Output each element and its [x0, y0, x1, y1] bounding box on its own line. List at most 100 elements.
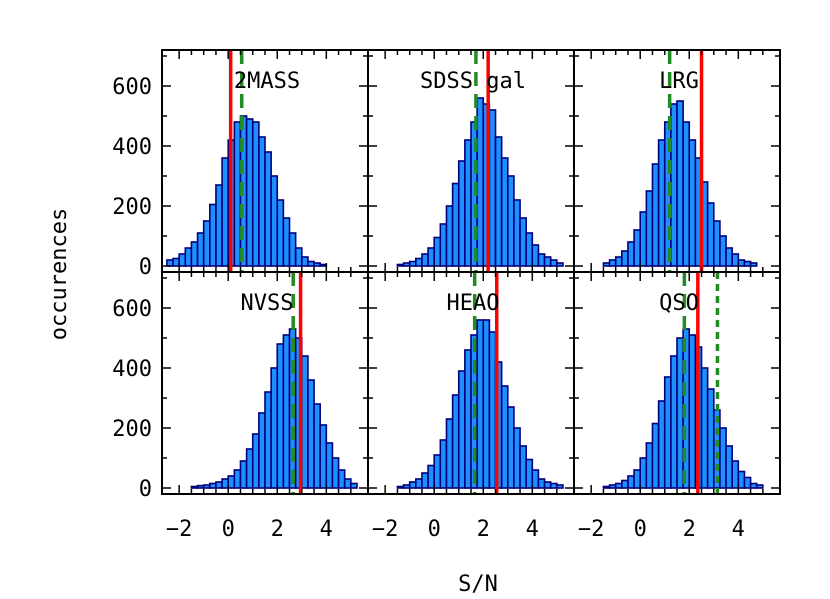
histogram-bar [196, 232, 205, 267]
histogram-bar [682, 121, 691, 267]
x-tick-label: 2 [271, 517, 284, 542]
histogram-bar [670, 355, 678, 489]
histogram-bar [396, 485, 405, 489]
y-tick-label: 600 [112, 297, 152, 322]
y-tick-label: 200 [112, 417, 152, 442]
panel-qso [602, 272, 764, 494]
y-tick-label: 600 [112, 75, 152, 100]
histogram-bar [445, 205, 454, 267]
histogram-bar [350, 482, 358, 489]
histogram-bar [245, 448, 254, 489]
panel-nvss [190, 272, 358, 494]
histogram-bar [276, 343, 285, 489]
histogram-bar [531, 244, 540, 267]
histogram-bar [731, 253, 740, 267]
histogram-bar [276, 199, 285, 267]
histogram-bar [743, 260, 752, 267]
histogram-bar [451, 394, 460, 489]
histogram-bar [427, 464, 436, 489]
histogram-bar [621, 479, 629, 489]
x-tick-label: −2 [166, 517, 193, 542]
histogram-bar [402, 484, 411, 489]
histogram-bar [543, 481, 552, 489]
histogram-bar [663, 376, 672, 489]
histogram-bar [202, 484, 211, 489]
histogram-bar [513, 427, 521, 489]
histogram-bar [331, 457, 340, 489]
histogram-bar [233, 121, 242, 267]
histogram-bar [500, 385, 509, 489]
histogram-bar [506, 406, 515, 489]
histogram-bar [743, 476, 752, 489]
histogram-bar [614, 482, 623, 489]
x-tick-label: 4 [320, 517, 333, 542]
histogram-bar [258, 412, 266, 489]
panels-layer [166, 50, 764, 494]
panel-title: NVSS [241, 291, 294, 316]
x-tick-label: 4 [732, 517, 745, 542]
histogram-bar [209, 203, 217, 267]
histogram-bar [488, 331, 497, 489]
x-tick-label: 4 [526, 517, 539, 542]
histogram-bar [706, 388, 715, 489]
histogram-bar [633, 469, 642, 489]
histogram-bar [506, 175, 515, 267]
histogram-bar [215, 184, 223, 267]
histogram-bar [688, 139, 697, 267]
histogram-bar [476, 97, 485, 267]
histogram-bar [251, 121, 260, 267]
histogram-bar [725, 445, 733, 489]
y-tick-label: 0 [139, 477, 152, 502]
histogram-bar [645, 190, 654, 267]
histogram-bar [221, 157, 230, 267]
histogram-bar [172, 257, 180, 267]
x-tick-label: 2 [477, 517, 490, 542]
panel-2mass [166, 50, 328, 272]
histogram-bar [337, 469, 346, 489]
histogram-bar [184, 247, 193, 267]
histogram-bar [602, 262, 611, 267]
histogram-bar [408, 481, 417, 489]
histogram-bar [627, 475, 635, 489]
histogram-bar [614, 256, 623, 267]
histogram-bar [755, 484, 764, 489]
histogram-bar [343, 478, 352, 489]
histogram-bar [282, 217, 291, 267]
histogram-bar [543, 256, 552, 267]
histogram-bar [602, 485, 611, 489]
histogram-bar [233, 469, 242, 489]
histogram-bar [749, 262, 758, 267]
y-tick-label: 400 [112, 135, 152, 160]
histogram-bar [737, 470, 746, 489]
histogram-bar [519, 445, 527, 489]
histogram-bar [313, 403, 321, 489]
panel-title: HEAO [447, 291, 500, 316]
histogram-bar [239, 460, 248, 489]
histogram-bar [178, 253, 187, 267]
histogram-bar [433, 236, 442, 267]
x-tick-label: 2 [683, 517, 696, 542]
histogram-bar [319, 263, 328, 267]
histogram-bar [245, 118, 254, 267]
histogram-bar [525, 458, 534, 489]
panel-title: SDSS gal [420, 69, 526, 94]
histogram-bar [608, 484, 617, 489]
histogram-bar [549, 482, 558, 489]
histogram-bar [300, 256, 309, 267]
histogram-bar [712, 220, 721, 267]
histogram-bar [556, 484, 564, 489]
panel-title: LRG [659, 69, 699, 94]
histogram-bar [264, 151, 272, 267]
panel-sdss-gal [396, 50, 564, 272]
histogram-bar [415, 257, 423, 267]
histogram-bar [494, 136, 503, 267]
frame-layer [161, 49, 781, 495]
histogram-bar [639, 211, 648, 267]
histogram-bar [627, 241, 635, 267]
histogram-bar [549, 259, 558, 267]
histogram-bar [190, 241, 199, 267]
histogram-bar [737, 259, 746, 267]
histogram-bar [307, 379, 315, 489]
histogram-bar [621, 250, 629, 267]
